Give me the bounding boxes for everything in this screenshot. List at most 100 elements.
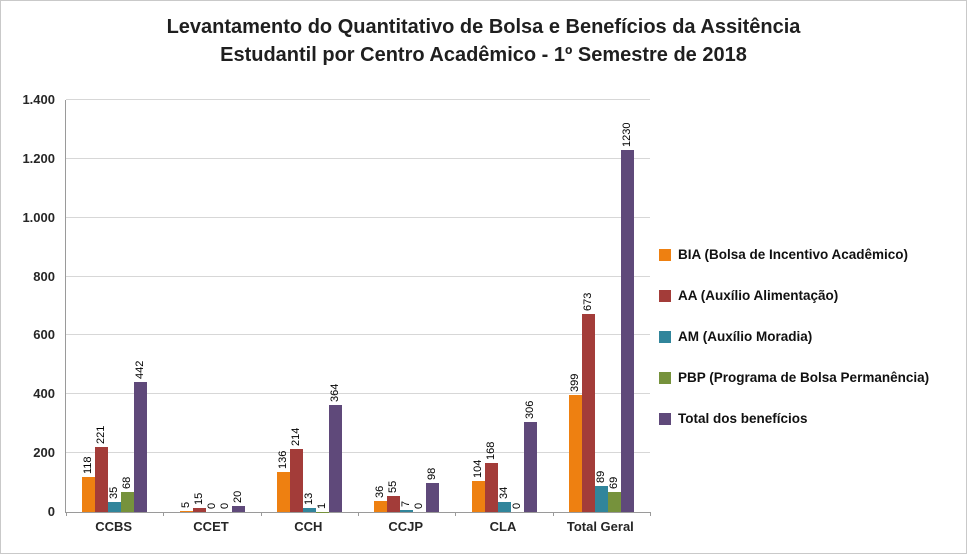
bar [374, 501, 388, 512]
legend-swatch [659, 413, 671, 425]
gridline [66, 334, 650, 336]
bar-value-label: 34 [497, 486, 510, 499]
bar [568, 394, 582, 512]
bar-value-label: 0 [218, 502, 231, 509]
x-axis-tick [66, 512, 67, 516]
bar [276, 471, 290, 512]
bar [179, 510, 193, 512]
bar-value-label: 5 [179, 501, 192, 508]
legend-item: AM (Auxílio Moradia) [659, 329, 929, 345]
bar-value-label: 7 [400, 500, 413, 507]
gridline [66, 275, 650, 277]
y-axis-tick-label: 200 [33, 445, 55, 461]
legend: BIA (Bolsa de Incentivo Acadêmico) AA (Au… [659, 247, 929, 452]
x-axis-category-label: CCBS [95, 519, 133, 534]
gridline [66, 157, 650, 159]
bar-value-label: 442 [134, 360, 147, 379]
x-axis-category-label: CLA [489, 519, 517, 534]
x-axis-category-label: CCJP [388, 519, 423, 534]
x-axis-category-label: CCET [193, 519, 229, 534]
bar [400, 509, 414, 512]
bar [607, 491, 621, 512]
bar-value-label: 35 [108, 486, 121, 499]
bar [620, 150, 634, 512]
bar [108, 501, 122, 512]
bar-value-label: 1 [315, 502, 328, 509]
y-axis-tick-label: 400 [33, 386, 55, 402]
bar [471, 481, 485, 512]
bar-value-label: 221 [95, 425, 108, 444]
bar [328, 404, 342, 512]
x-axis-category-label: Total Geral [566, 519, 634, 534]
bar-value-label: 0 [510, 502, 523, 509]
legend-label: BIA (Bolsa de Incentivo Acadêmico) [678, 247, 909, 262]
bar-value-label: 13 [302, 492, 315, 506]
bar [82, 477, 96, 512]
bar-value-label: 98 [426, 467, 439, 481]
bar [387, 495, 401, 512]
bar [523, 421, 537, 512]
x-axis-tick [552, 512, 554, 516]
bar-value-label: 20 [231, 490, 244, 504]
bar [192, 507, 206, 512]
bar [231, 506, 245, 512]
x-axis-tick [455, 512, 457, 516]
y-axis-tick-label: 800 [33, 268, 55, 284]
x-axis-category-label: CCH [294, 519, 323, 534]
bar-value-label: 168 [484, 441, 497, 460]
bar [594, 485, 608, 512]
bar-value-label: 118 [82, 456, 95, 475]
bar-value-label: 399 [568, 373, 581, 392]
bar-value-label: 673 [581, 292, 594, 311]
legend-swatch [659, 331, 671, 343]
x-axis-tick [163, 512, 165, 516]
gridline [66, 99, 650, 100]
bar-value-label: 68 [121, 476, 134, 489]
legend-swatch [659, 249, 671, 261]
x-axis-tick [260, 512, 262, 516]
legend-item: PBP (Programa de Bolsa Permanência) [659, 370, 929, 386]
chart-title-line1: Levantamento do Quantitativo de Bolsa e … [166, 16, 801, 38]
legend-swatch [659, 290, 671, 302]
bar-value-label: 0 [413, 502, 426, 509]
legend-swatch [659, 372, 671, 384]
bar-value-label: 136 [276, 450, 289, 469]
legend-label: PBP (Programa de Bolsa Permanência) [678, 370, 930, 385]
gridline [66, 216, 650, 218]
legend-label: Total dos benefícios [678, 411, 808, 426]
bar [95, 446, 109, 512]
legend-label: AM (Auxílio Moradia) [678, 329, 813, 344]
bar-value-label: 15 [192, 492, 205, 505]
gridline [66, 452, 650, 454]
y-axis-tick-label: 1.400 [22, 92, 55, 107]
bar [134, 381, 148, 512]
bar-value-label: 214 [289, 427, 302, 447]
x-axis-tick [358, 512, 359, 516]
bar-value-label: 69 [607, 476, 620, 489]
legend-item: AA (Auxílio Alimentação) [659, 288, 929, 304]
bar [581, 313, 595, 512]
legend-item: Total dos benefícios [659, 411, 929, 427]
bar [289, 449, 303, 512]
bar-value-label: 364 [328, 383, 341, 402]
y-axis-tick-label: 0 [47, 504, 55, 519]
bar [497, 502, 511, 512]
x-axis-tick [650, 512, 651, 516]
bar-value-label: 36 [374, 486, 387, 499]
y-axis-tick-label: 1.000 [22, 209, 55, 225]
legend-item: BIA (Bolsa de Incentivo Acadêmico) [659, 247, 929, 263]
bar-value-label: 104 [471, 460, 484, 479]
bar-value-label: 306 [523, 400, 536, 419]
bar [484, 462, 498, 512]
plot-area: 118 5 136 36 104 399 221 15 214 55 168 673 35 0 13 7 34 8… [65, 99, 651, 516]
bar-value-label: 0 [205, 502, 218, 509]
y-axis-tick-label: 1.200 [22, 150, 55, 166]
bar [121, 492, 135, 512]
gridline [66, 393, 650, 395]
bar-value-label: 89 [594, 470, 607, 483]
bar [426, 483, 440, 512]
bar-value-label: 55 [387, 480, 400, 493]
legend-label: AA (Auxílio Alimentação) [678, 288, 839, 303]
bar-value-label: 1230 [620, 122, 633, 148]
